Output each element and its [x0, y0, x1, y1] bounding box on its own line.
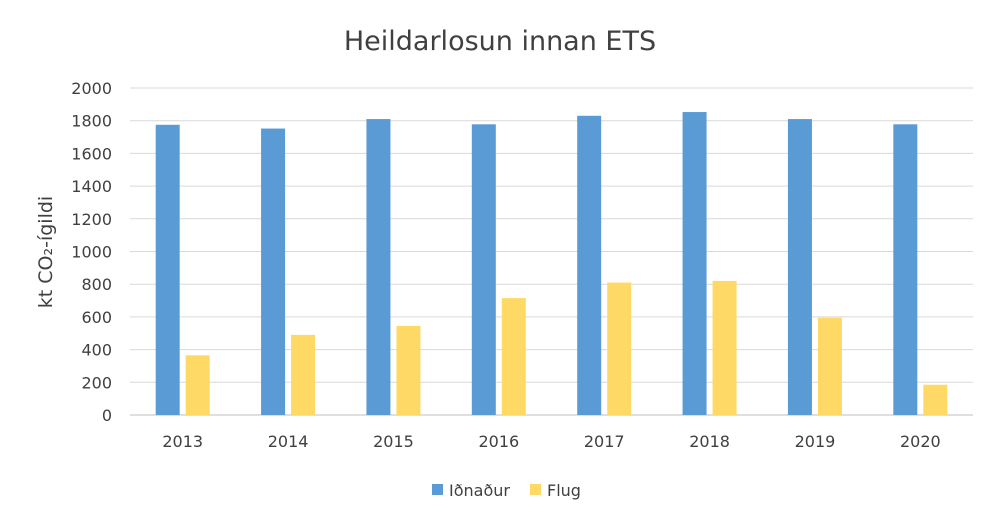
x-tick-label: 2020: [900, 432, 941, 451]
bar-flug-2014: [291, 334, 316, 415]
y-tick-label: 800: [81, 275, 112, 294]
bar-flug-2018: [712, 280, 737, 415]
bar-flug-2020: [923, 384, 948, 415]
x-tick-label: 2015: [373, 432, 414, 451]
bar-flug-2016: [501, 298, 526, 415]
bars: [155, 112, 948, 416]
y-tick-label: 1400: [71, 177, 112, 196]
bar-flug-2019: [817, 317, 842, 415]
legend-label: Flug: [547, 481, 581, 500]
bar-iðnaður-2018: [682, 112, 707, 416]
x-tick-label: 2014: [268, 432, 309, 451]
y-tick-label: 600: [81, 308, 112, 327]
x-tick-label: 2019: [795, 432, 836, 451]
y-tick-label: 1800: [71, 112, 112, 131]
y-axis-ticks: 0 200 400 600 800 1000 1200 1400 1600 1800 2000: [71, 79, 112, 425]
bar-flug-2015: [396, 325, 421, 415]
y-tick-label: 2000: [71, 79, 112, 98]
legend-swatch: [530, 484, 541, 495]
legend-label: Iðnaður: [449, 481, 510, 500]
bar-iðnaður-2020: [893, 124, 918, 415]
y-axis-label: kt CO₂-ígildi: [35, 196, 57, 308]
x-axis-ticks: 2013 2014 2015 2016 2017 2018 2019 2020: [162, 432, 940, 451]
bar-flug-2013: [185, 355, 210, 415]
bar-iðnaður-2016: [471, 124, 496, 415]
bar-flug-2017: [607, 282, 632, 415]
y-tick-label: 1000: [71, 243, 112, 262]
y-tick-label: 0: [102, 406, 112, 425]
gridlines: [130, 87, 973, 416]
bar-iðnaður-2013: [155, 124, 180, 415]
x-tick-label: 2018: [689, 432, 730, 451]
legend-swatch: [432, 484, 443, 495]
x-tick-label: 2013: [162, 432, 203, 451]
x-tick-label: 2016: [478, 432, 519, 451]
bar-iðnaður-2015: [366, 119, 391, 415]
x-tick-label: 2017: [584, 432, 625, 451]
legend: Iðnaður Flug: [432, 481, 581, 500]
chart-title: Heildarlosun innan ETS: [344, 26, 656, 57]
y-tick-label: 1600: [71, 144, 112, 163]
y-tick-label: 400: [81, 341, 112, 360]
bar-iðnaður-2017: [577, 115, 602, 416]
bar-iðnaður-2014: [261, 128, 286, 415]
bar-iðnaður-2019: [787, 119, 812, 415]
y-tick-label: 1200: [71, 210, 112, 229]
y-tick-label: 200: [81, 373, 112, 392]
